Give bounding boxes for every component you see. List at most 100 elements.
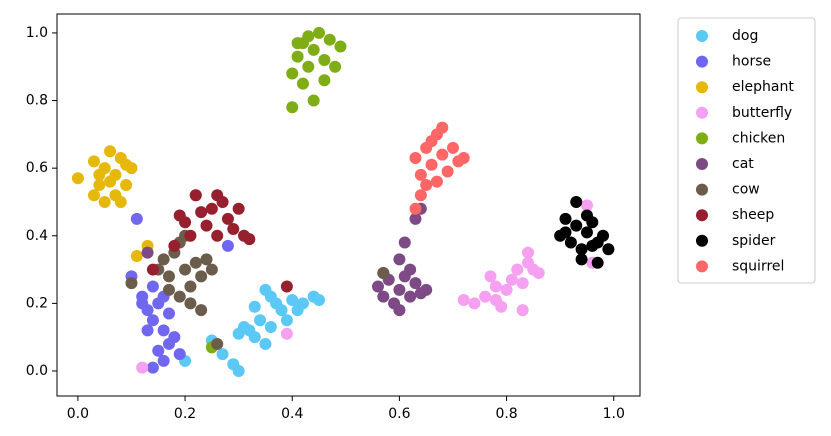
x-tick-label: 0.6 [388,406,410,422]
scatter-point [329,60,342,73]
legend-label: dog [732,28,758,44]
scatter-point [280,314,293,327]
scatter-point [146,361,159,374]
scatter-point [232,364,245,377]
scatter-point [141,324,154,337]
scatter-point [146,314,159,327]
scatter-point [409,202,422,215]
scatter-point [559,226,572,239]
scatter-point [243,233,256,246]
scatter-point [248,331,261,344]
scatter-point [377,290,390,303]
scatter-point [377,266,390,279]
scatter-point [409,152,422,165]
legend-label: squirrel [732,258,784,274]
scatter-point [205,263,218,276]
scatter-point [414,168,427,181]
scatter-point [575,253,588,266]
scatter-point [205,202,218,215]
scatter-point [334,40,347,53]
legend-marker [696,106,708,119]
scatter-point [216,348,229,361]
legend-marker [696,30,708,42]
scatter-point [313,26,326,39]
scatter-point [441,165,454,178]
legend-label: butterfly [732,105,792,121]
scatter-point [136,361,149,374]
scatter-point [259,337,272,350]
scatter-point [162,270,175,283]
scatter-point [157,324,170,337]
scatter-point [323,33,336,46]
scatter-point [195,206,208,219]
scatter-point [286,67,299,80]
scatter-point [157,354,170,367]
scatter-point [457,152,470,165]
scatter-point [104,175,117,188]
scatter-point [307,94,320,107]
x-tick-label: 0.8 [495,406,517,422]
scatter-point [409,212,422,225]
scatter-point [318,74,331,87]
scatter-point [93,179,106,192]
scatter-point [286,101,299,114]
legend-label: cow [732,182,760,198]
scatter-point [221,239,234,252]
scatter-point [575,243,588,256]
scatter-point [280,327,293,340]
x-tick-label: 0.2 [174,406,196,422]
scatter-point [409,277,422,290]
scatter-point [275,304,288,317]
legend-marker [696,234,708,247]
scatter-point [500,283,513,296]
scatter-point [227,223,240,236]
legend-label: horse [732,54,771,70]
legend-marker [696,209,708,222]
scatter-point [398,236,411,249]
scatter-point [559,212,572,225]
scatter-point [248,300,261,313]
legend-label: sheep [732,207,774,223]
legend-marker [696,81,708,94]
scatter-point [221,212,234,225]
scatter-point [157,253,170,266]
scatter-point [286,293,299,306]
scatter-point [296,77,309,90]
y-tick-label: 0.4 [26,228,48,244]
scatter-point [393,283,406,296]
scatter-point [184,280,197,293]
scatter-point [254,314,267,327]
y-tick-label: 0.2 [26,295,48,311]
y-tick-label: 0.6 [26,160,48,176]
scatter-point [291,37,304,50]
scatter-point [93,168,106,181]
scatter-point [580,209,593,222]
scatter-point [302,60,315,73]
scatter-point [120,179,133,192]
scatter-point [232,202,245,215]
scatter-point [414,189,427,202]
scatter-point [211,229,224,242]
scatter-point [570,195,583,208]
scatter-point [516,277,529,290]
scatter-point [371,280,384,293]
scatter-point [393,253,406,266]
scatter-point [168,331,181,344]
scatter-point [393,304,406,317]
scatter-point [259,283,272,296]
scatter-point [125,277,138,290]
scatter-point [468,297,481,310]
scatter-point [511,263,524,276]
scatter-point [87,189,100,202]
scatter-point [162,283,175,296]
y-tick-label: 0.8 [26,93,48,109]
scatter-point [404,290,417,303]
scatter-point [291,50,304,63]
scatter-point [436,121,449,134]
scatter-point [264,321,277,334]
scatter-point [162,307,175,320]
x-tick-label: 1.0 [603,406,625,422]
scatter-point [195,304,208,317]
scatter-point [597,229,610,242]
